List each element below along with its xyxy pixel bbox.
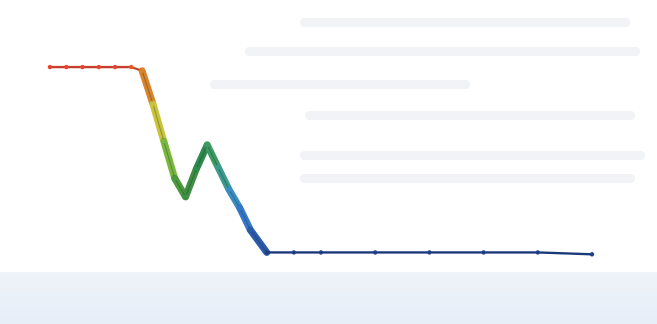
data-point [194, 166, 199, 172]
background-ghost-text [305, 111, 635, 120]
bottom-band [0, 272, 657, 324]
data-point [237, 205, 242, 211]
data-point [264, 250, 269, 255]
data-point [139, 68, 145, 74]
series-line [47, 64, 595, 257]
data-point [129, 64, 134, 70]
data-point [172, 176, 177, 181]
background-ghost-text [300, 151, 645, 160]
data-point [226, 187, 232, 192]
line-segment [182, 165, 200, 201]
line-segment [214, 163, 233, 193]
background-ghost-text [245, 47, 640, 56]
line-segment [138, 67, 157, 108]
background-ghost-text [300, 174, 635, 183]
data-point [96, 64, 102, 70]
background-ghost-text [300, 18, 630, 27]
data-point [427, 250, 432, 255]
data-point [183, 194, 188, 199]
data-point [161, 139, 166, 144]
line-segment [225, 185, 244, 212]
data-point [373, 250, 378, 255]
data-point [205, 142, 210, 148]
data-point [80, 64, 85, 70]
data-point [589, 252, 595, 257]
line-segment [149, 100, 168, 145]
line-segment [203, 141, 222, 171]
data-point [215, 164, 221, 170]
line-segment [536, 251, 594, 256]
data-point [318, 250, 324, 255]
data-point [47, 64, 53, 70]
line-segment [236, 204, 254, 234]
background-ghost-text [210, 80, 470, 89]
data-point [481, 250, 486, 255]
data-point [535, 250, 540, 255]
line-segment [160, 137, 179, 182]
data-point [150, 101, 156, 107]
data-point [64, 64, 69, 70]
data-point [112, 64, 118, 70]
data-point [248, 228, 253, 233]
series-outline [50, 66, 593, 255]
data-point [291, 250, 297, 255]
line-segment [247, 226, 271, 256]
